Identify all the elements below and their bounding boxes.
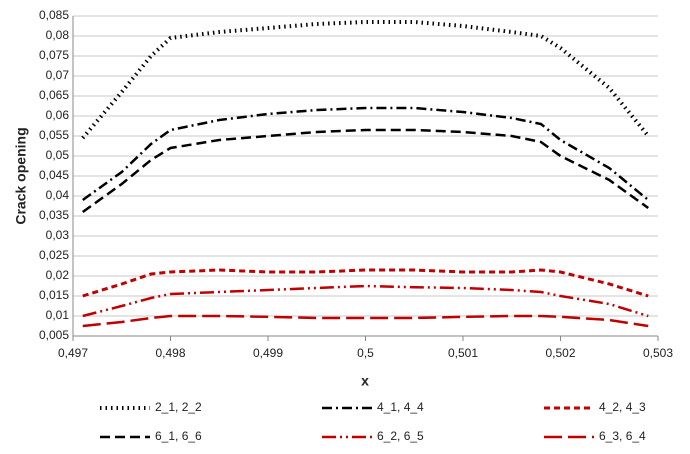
y-tick-label: 0,065 — [39, 88, 69, 102]
y-tick-label: 0,07 — [46, 68, 70, 82]
legend-label: 6_3, 6_4 — [599, 429, 646, 443]
x-tick-label: 0,503 — [643, 346, 673, 360]
y-tick-label: 0,03 — [46, 228, 70, 242]
series-line — [82, 268, 649, 298]
y-tick-label: 0,075 — [39, 48, 69, 62]
x-axis-title: x — [361, 373, 369, 389]
x-tick-label: 0,498 — [155, 346, 185, 360]
y-tick-label: 0,02 — [46, 268, 70, 282]
x-tick-label: 0,5 — [357, 346, 374, 360]
y-tick-label: 0,01 — [46, 308, 70, 322]
y-axis-title: Crack opening — [13, 127, 29, 224]
y-tick-label: 0,06 — [46, 108, 70, 122]
x-tick-label: 0,502 — [545, 346, 575, 360]
series-line — [82, 128, 649, 214]
series-line — [82, 284, 649, 318]
x-tick-label: 0,499 — [253, 346, 283, 360]
y-tick-label: 0,08 — [46, 28, 70, 42]
y-tick-label: 0,085 — [39, 8, 69, 22]
legend-label: 6_1, 6_6 — [155, 429, 202, 443]
series-line — [82, 106, 650, 202]
y-tick-label: 0,035 — [39, 208, 69, 222]
legend-label: 4_2, 4_3 — [599, 400, 646, 414]
y-tick-label: 0,005 — [39, 328, 69, 342]
y-tick-label: 0,04 — [46, 188, 70, 202]
x-tick-label: 0,497 — [58, 346, 88, 360]
x-tick-label: 0,501 — [448, 346, 478, 360]
legend-label: 4_1, 4_4 — [377, 400, 424, 414]
y-tick-label: 0,025 — [39, 248, 69, 262]
legend-label: 2_1, 2_2 — [155, 400, 202, 414]
series-line — [82, 314, 649, 328]
series-line — [81, 20, 650, 140]
y-tick-label: 0,055 — [39, 128, 69, 142]
y-tick-label: 0,05 — [46, 148, 70, 162]
y-tick-label: 0,015 — [39, 288, 69, 302]
y-tick-label: 0,045 — [39, 168, 69, 182]
legend-label: 6_2, 6_5 — [377, 429, 424, 443]
